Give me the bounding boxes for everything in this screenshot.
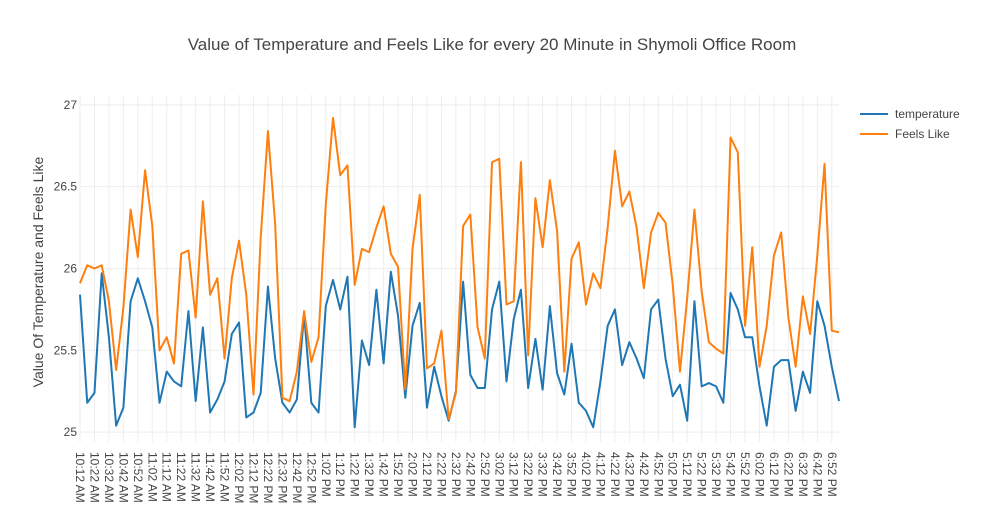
x-tick-label: 5:02 PM	[666, 452, 680, 497]
x-tick-label: 4:32 PM	[622, 452, 636, 497]
x-tick-label: 1:32 PM	[362, 452, 376, 497]
x-tick-label: 4:22 PM	[608, 452, 622, 497]
x-tick-label: 11:12 AM	[160, 452, 174, 502]
x-tick-label: 12:22 PM	[261, 452, 275, 503]
x-tick-label: 2:02 PM	[406, 452, 420, 497]
x-axis-ticks: 10:12 AM 10:22 AM 10:32 AM 10:42 AM 10:52 AM…	[73, 452, 839, 503]
x-tick-label: 12:52 PM	[304, 452, 318, 503]
x-tick-label: 2:52 PM	[478, 452, 492, 497]
x-tick-label: 10:22 AM	[87, 452, 101, 503]
legend-label: Feels Like	[895, 127, 950, 141]
x-tick-label: 12:12 PM	[246, 452, 260, 503]
x-tick-label: 6:42 PM	[810, 452, 824, 497]
x-tick-label: 6:22 PM	[781, 452, 795, 497]
y-tick-label: 25.5	[54, 343, 78, 357]
x-tick-label: 11:52 AM	[218, 452, 232, 502]
x-tick-label: 10:12 AM	[73, 452, 87, 503]
x-tick-label: 5:42 PM	[724, 452, 738, 497]
x-tick-label: 11:22 AM	[174, 452, 188, 502]
y-tick-label: 25	[64, 425, 78, 439]
x-tick-label: 3:42 PM	[550, 452, 564, 497]
x-tick-label: 10:52 AM	[131, 452, 145, 503]
x-tick-label: 1:12 PM	[333, 452, 347, 497]
x-tick-label: 2:12 PM	[420, 452, 434, 497]
x-tick-label: 6:12 PM	[767, 452, 781, 497]
x-tick-label: 2:22 PM	[434, 452, 448, 497]
chart-title: Value of Temperature and Feels Like for …	[188, 35, 797, 54]
x-tick-label: 2:42 PM	[463, 452, 477, 497]
y-tick-label: 26	[64, 262, 78, 276]
x-tick-label: 3:32 PM	[536, 452, 550, 497]
x-tick-label: 12:02 PM	[232, 452, 246, 503]
x-tick-label: 11:32 AM	[189, 452, 203, 502]
legend: temperature Feels Like	[860, 107, 960, 141]
x-tick-label: 10:42 AM	[116, 452, 130, 503]
series-line-feels-like	[79, 116, 840, 421]
x-tick-label: 1:42 PM	[377, 452, 391, 497]
x-tick-label: 2:32 PM	[449, 452, 463, 497]
x-tick-label: 4:42 PM	[637, 452, 651, 497]
x-tick-label: 4:02 PM	[579, 452, 593, 497]
legend-label: temperature	[895, 107, 960, 121]
x-tick-label: 3:12 PM	[507, 452, 521, 497]
x-tick-label: 12:32 PM	[275, 452, 289, 503]
grid	[79, 95, 839, 442]
x-tick-label: 11:42 AM	[203, 452, 217, 502]
y-tick-label: 27	[64, 98, 78, 112]
x-tick-label: 5:32 PM	[709, 452, 723, 497]
x-tick-label: 5:22 PM	[695, 452, 709, 497]
x-tick-label: 5:52 PM	[738, 452, 752, 497]
x-tick-label: 11:02 AM	[145, 452, 159, 502]
x-tick-label: 3:52 PM	[565, 452, 579, 497]
y-axis-label: Value Of Temperature and Feels Like	[30, 156, 46, 387]
x-tick-label: 1:52 PM	[391, 452, 405, 497]
x-tick-label: 4:52 PM	[651, 452, 665, 497]
series-line-temperature	[79, 270, 840, 429]
x-tick-label: 3:22 PM	[521, 452, 535, 497]
series-lines	[79, 116, 840, 429]
x-tick-label: 6:02 PM	[752, 452, 766, 497]
x-tick-label: 6:52 PM	[825, 452, 839, 497]
x-tick-label: 6:32 PM	[796, 452, 810, 497]
x-tick-label: 12:42 PM	[290, 452, 304, 503]
x-tick-label: 10:32 AM	[102, 452, 116, 503]
y-tick-label: 26.5	[54, 180, 78, 194]
y-axis-ticks: 25 25.5 26 26.5 27	[54, 98, 78, 439]
x-tick-label: 5:12 PM	[680, 452, 694, 497]
x-tick-label: 4:12 PM	[593, 452, 607, 497]
x-tick-label: 1:22 PM	[348, 452, 362, 497]
x-tick-label: 3:02 PM	[492, 452, 506, 497]
x-tick-label: 1:02 PM	[319, 452, 333, 497]
